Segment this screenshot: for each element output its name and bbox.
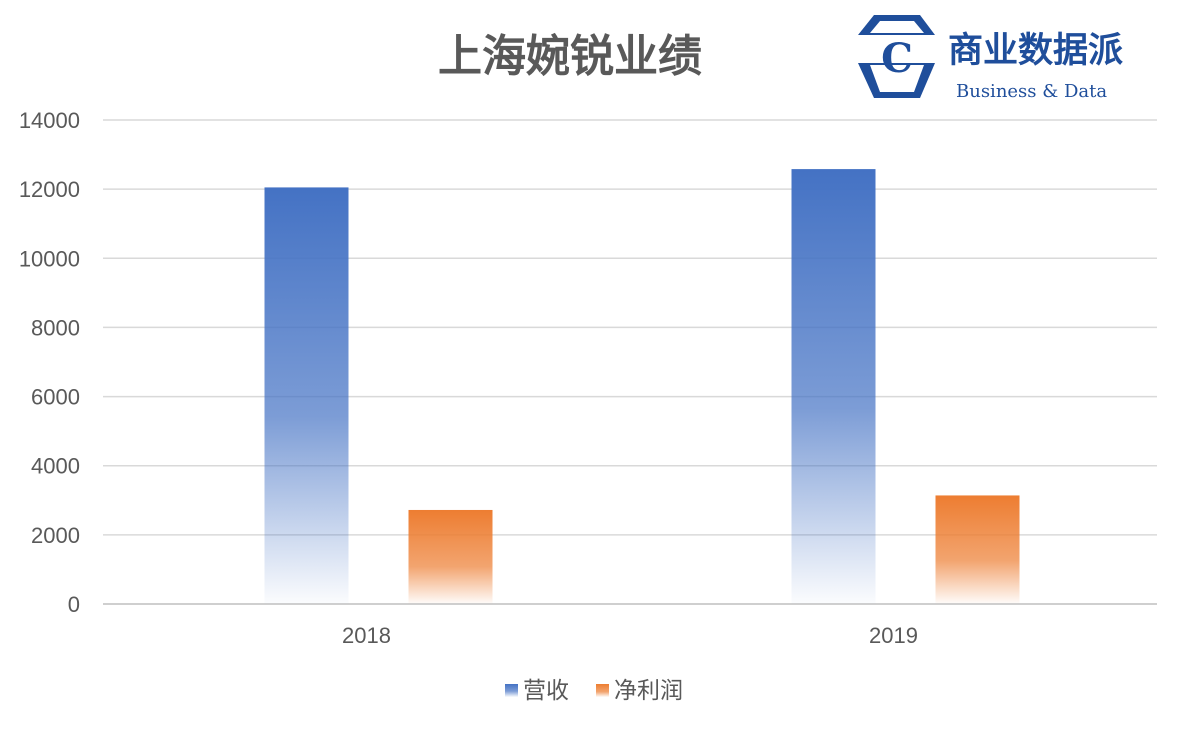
y-tick-label: 10000 [19, 246, 80, 271]
y-tick-label: 6000 [31, 385, 80, 410]
chart-title: 上海婉锐业绩 [438, 31, 702, 82]
legend-swatch-净利润 [596, 684, 609, 697]
bar-营收-2019 [791, 169, 876, 604]
x-axis-ticks: 2018 2019 [342, 623, 918, 648]
y-axis-ticks: 0 2000 4000 6000 8000 10000 12000 14000 [19, 108, 80, 617]
bar-净利润-2018 [408, 509, 493, 604]
y-tick-label: 2000 [31, 523, 80, 548]
logo-name-en: Business & Data [956, 81, 1107, 102]
y-tick-label: 14000 [19, 108, 80, 133]
y-tick-label: 12000 [19, 177, 80, 202]
legend-label: 净利润 [614, 678, 683, 704]
y-tick-label: 0 [68, 592, 80, 617]
bar-营收-2018 [264, 187, 349, 604]
logo: C 商业数据派 Business & Data [858, 15, 1123, 102]
y-tick-label: 8000 [31, 315, 80, 340]
legend-label: 营收 [523, 678, 569, 704]
x-tick-label: 2018 [342, 623, 391, 648]
c-hexagon-logo-icon: C [858, 15, 935, 98]
legend-swatch-营收 [505, 684, 518, 697]
legend: 营收 净利润 [505, 678, 683, 704]
bars [264, 169, 1020, 604]
y-tick-label: 4000 [31, 454, 80, 479]
logo-name-cn: 商业数据派 [948, 30, 1123, 71]
bar-净利润-2019 [935, 495, 1020, 604]
grid-lines [103, 119, 1157, 536]
logo-icon-letter: C [881, 35, 913, 82]
x-tick-label: 2019 [869, 623, 918, 648]
